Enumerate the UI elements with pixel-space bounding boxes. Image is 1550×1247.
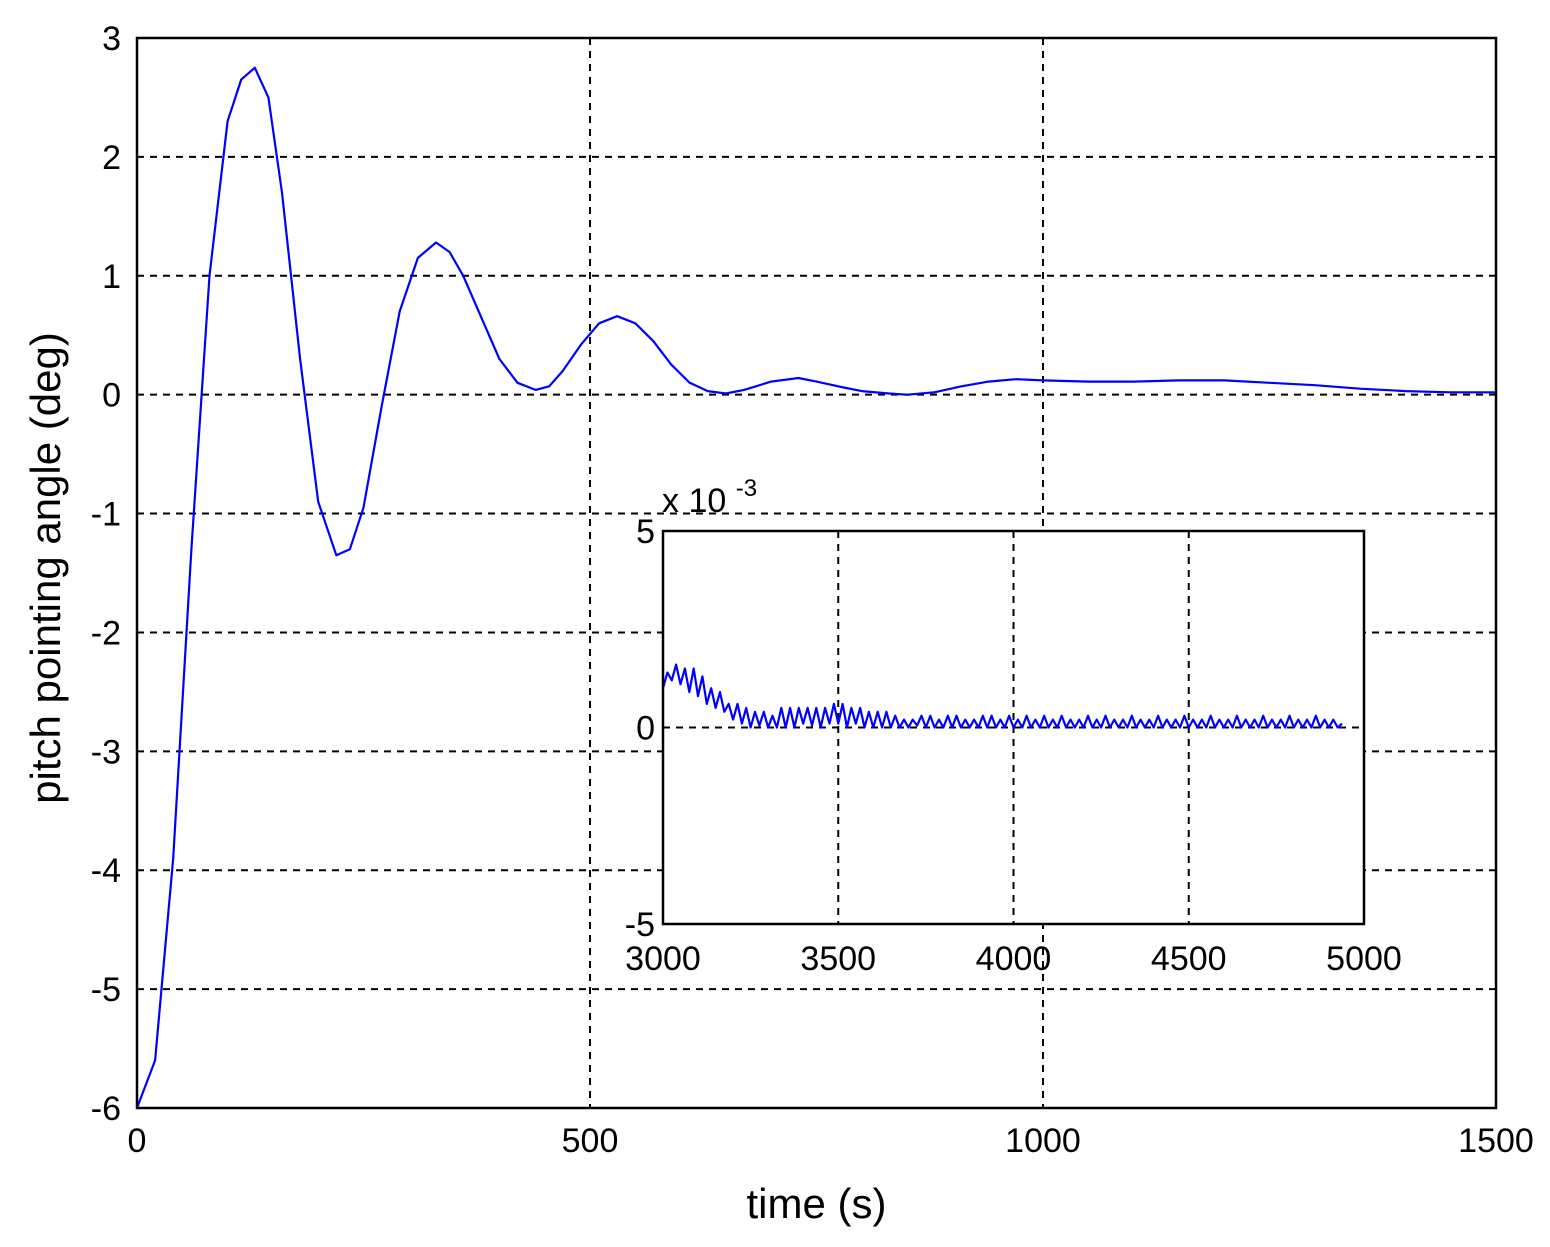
y-axis-title: pitch pointing angle (deg) <box>22 332 69 804</box>
inset-y-tick-label: -5 <box>625 906 655 944</box>
main-y-tick-label: 1 <box>102 258 121 296</box>
main-y-tick-label: -1 <box>91 496 121 534</box>
inset-y-tick-label: 5 <box>636 513 655 551</box>
inset-x-tick-label: 4500 <box>1151 940 1227 978</box>
x-axis-title: time (s) <box>747 1180 887 1227</box>
main-y-tick-label: -6 <box>91 1090 121 1128</box>
inset-y-tick-label: 0 <box>636 710 655 748</box>
main-x-tick-label: 0 <box>128 1122 147 1160</box>
main-x-tick-label: 1000 <box>1005 1122 1081 1160</box>
main-y-tick-label: -4 <box>91 852 121 890</box>
inset-y-tick-labels: -5 0 5 <box>625 513 655 944</box>
main-series-line <box>135 66 1496 1109</box>
inset-exponent-base: x 10 <box>662 482 726 520</box>
inset-y-exponent-label: x 10 -3 <box>662 475 757 520</box>
main-y-tick-label: -5 <box>91 971 121 1009</box>
main-y-tick-labels: -6 -5 -4 -3 -2 -1 0 1 2 3 <box>91 20 121 1128</box>
inset-plot: 3000 3500 4000 4500 5000 -5 0 5 x 10 -3 <box>625 475 1402 978</box>
main-y-tick-label: -3 <box>91 733 121 771</box>
inset-x-tick-labels: 3000 3500 4000 4500 5000 <box>625 940 1402 978</box>
main-y-tick-label: -2 <box>91 614 121 652</box>
inset-x-tick-label: 3500 <box>800 940 876 978</box>
main-y-tick-label: 2 <box>102 139 121 177</box>
main-x-tick-label: 1500 <box>1458 1122 1534 1160</box>
main-plot-frame <box>135 36 1498 1110</box>
main-x-tick-labels: 0 500 1000 1500 <box>128 1122 1534 1160</box>
main-y-tick-label: 0 <box>102 377 121 415</box>
inset-x-tick-label: 4000 <box>976 940 1052 978</box>
main-y-tick-label: 3 <box>102 20 121 58</box>
inset-x-tick-label: 3000 <box>625 940 701 978</box>
inset-plot-frame <box>661 529 1366 926</box>
inset-exponent-power: -3 <box>736 475 757 502</box>
inset-x-tick-label: 5000 <box>1326 940 1402 978</box>
main-x-tick-label: 500 <box>562 1122 619 1160</box>
inset-series-line <box>661 663 1343 729</box>
